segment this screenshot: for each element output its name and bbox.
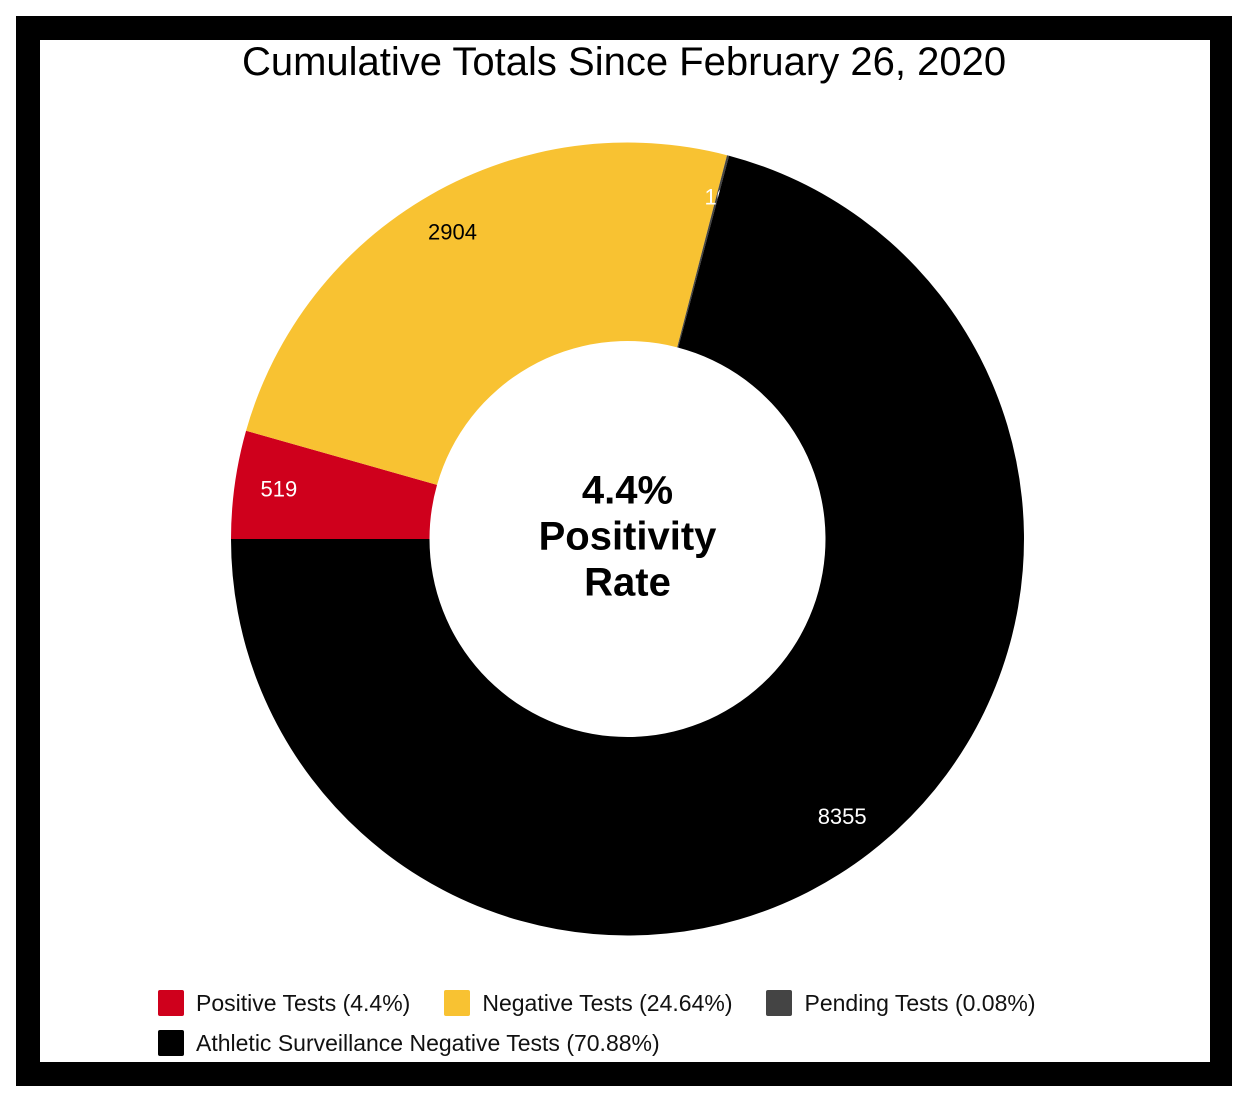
legend: Positive Tests (4.4%) Negative Tests (24.… [158,988,1118,1058]
chart-title: Cumulative Totals Since February 26, 202… [241,40,1007,84]
center-label: Positivity [539,515,718,559]
center-label: 4.4% [582,469,673,513]
legend-swatch [158,990,184,1016]
donut-slice [677,155,730,348]
legend-label: Positive Tests (4.4%) [196,989,411,1016]
legend-item: Athletic Surveillance Negative Tests (70… [158,1028,660,1058]
donut-slice [246,142,728,485]
legend-swatch [444,990,471,1016]
legend-item: Negative Tests (24.64%) [444,988,732,1018]
data-label: 8355 [818,804,867,829]
legend-label: Pending Tests (0.08%) [804,989,1036,1016]
legend-swatch [766,990,793,1016]
donut-slice [231,430,438,539]
legend-item: Positive Tests (4.4%) [158,988,410,1018]
donut-slice [230,155,1024,936]
data-label: 2904 [428,219,477,244]
center-label: Rate [584,561,671,605]
legend-label: Negative Tests (24.64%) [482,989,733,1016]
legend-label: Athletic Surveillance Negative Tests (70… [196,1029,660,1056]
data-label: 519 [261,476,298,501]
legend-swatch [158,1030,184,1056]
legend-item: Pending Tests (0.08%) [766,988,1035,1018]
